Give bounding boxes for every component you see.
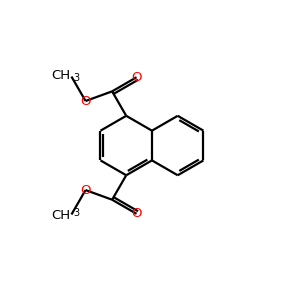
Text: CH: CH — [51, 209, 70, 222]
Text: 3: 3 — [73, 208, 79, 218]
Text: 3: 3 — [73, 74, 79, 83]
Text: O: O — [80, 94, 91, 107]
Text: O: O — [80, 184, 91, 196]
Text: O: O — [131, 207, 142, 220]
Text: O: O — [131, 71, 142, 84]
Text: CH: CH — [51, 69, 70, 82]
